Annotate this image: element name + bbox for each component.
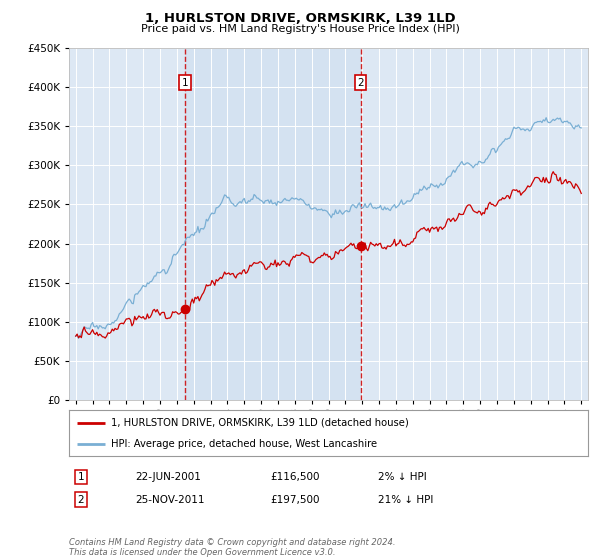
- Text: £116,500: £116,500: [270, 472, 320, 482]
- Text: HPI: Average price, detached house, West Lancashire: HPI: Average price, detached house, West…: [110, 439, 377, 449]
- Text: 25-NOV-2011: 25-NOV-2011: [135, 494, 205, 505]
- Bar: [185, 48, 361, 400]
- Text: 22-JUN-2001: 22-JUN-2001: [135, 472, 201, 482]
- Text: 2: 2: [77, 494, 85, 505]
- Text: Contains HM Land Registry data © Crown copyright and database right 2024.
This d: Contains HM Land Registry data © Crown c…: [69, 538, 395, 557]
- Text: Price paid vs. HM Land Registry's House Price Index (HPI): Price paid vs. HM Land Registry's House …: [140, 24, 460, 34]
- Text: £197,500: £197,500: [270, 494, 320, 505]
- Text: 2: 2: [357, 78, 364, 88]
- Text: 1: 1: [77, 472, 85, 482]
- Text: 1, HURLSTON DRIVE, ORMSKIRK, L39 1LD (detached house): 1, HURLSTON DRIVE, ORMSKIRK, L39 1LD (de…: [110, 418, 408, 428]
- Text: 2% ↓ HPI: 2% ↓ HPI: [378, 472, 427, 482]
- Text: 1, HURLSTON DRIVE, ORMSKIRK, L39 1LD: 1, HURLSTON DRIVE, ORMSKIRK, L39 1LD: [145, 12, 455, 25]
- Text: 21% ↓ HPI: 21% ↓ HPI: [378, 494, 433, 505]
- Text: 1: 1: [181, 78, 188, 88]
